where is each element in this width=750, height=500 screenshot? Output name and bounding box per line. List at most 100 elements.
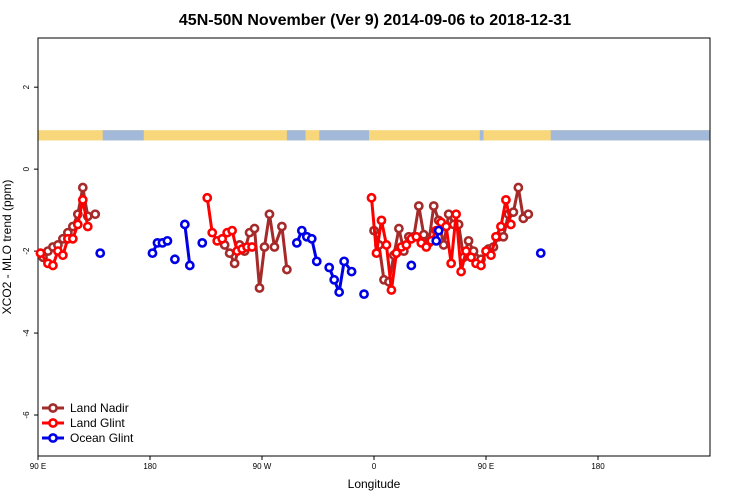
data-point <box>269 242 280 252</box>
data-point <box>491 231 501 242</box>
y-tick-label: 0 <box>22 166 31 171</box>
data-point <box>505 219 516 230</box>
y-axis-label: XCO2 - MLO trend (ppm) <box>0 180 14 315</box>
data-point <box>254 283 265 293</box>
data-point <box>433 225 444 236</box>
data-point <box>376 215 387 226</box>
ocean-strip <box>286 130 306 141</box>
data-point <box>451 209 462 220</box>
y-tick-label: 2 <box>22 84 31 89</box>
data-point <box>496 221 506 232</box>
data-point <box>359 289 369 300</box>
x-axis: 90 E 180 90 W 0 90 E 180 <box>30 456 605 471</box>
data-point <box>443 209 454 220</box>
data-point <box>329 274 340 285</box>
chart-title: 45N-50N November (Ver 9) 2014-09-06 to 2… <box>179 12 571 29</box>
data-point <box>366 192 377 203</box>
data-point <box>227 225 238 236</box>
data-point <box>281 264 292 275</box>
data-point <box>411 231 422 242</box>
legend-swatch-marker <box>48 433 58 443</box>
data-point <box>334 287 345 297</box>
data-point <box>48 260 58 271</box>
data-point <box>441 221 452 232</box>
data-point <box>57 250 68 261</box>
data-point <box>247 242 257 252</box>
data-point <box>486 250 496 261</box>
data-point <box>77 194 88 205</box>
data-point <box>259 242 270 252</box>
data-point <box>67 233 78 244</box>
data-point <box>476 260 486 271</box>
x-tick-label: 180 <box>591 462 605 471</box>
series-line <box>183 224 192 266</box>
data-point <box>386 285 397 295</box>
legend-label: Ocean Glint <box>70 431 134 445</box>
legend-item: Land Nadir <box>42 401 129 415</box>
data-point <box>461 246 471 256</box>
data-point <box>346 266 357 277</box>
data-point <box>324 262 335 273</box>
data-point <box>217 233 228 244</box>
legend-item: Ocean Glint <box>42 431 134 445</box>
data-point <box>277 221 287 232</box>
data-point <box>418 229 429 240</box>
data-point <box>391 248 402 259</box>
x-tick-label: 180 <box>143 462 157 471</box>
data-point <box>162 235 173 246</box>
y-tick-label: -6 <box>22 411 31 419</box>
land-mask <box>38 130 710 141</box>
series-layer <box>35 182 546 300</box>
legend-label: Land Nadir <box>70 401 129 415</box>
y-axis: 2 0 -2 -4 -6 <box>22 84 38 419</box>
data-point <box>428 201 439 211</box>
legend-swatch-marker <box>48 403 58 413</box>
data-point <box>264 209 275 220</box>
data-point <box>77 182 88 193</box>
data-point <box>501 194 511 205</box>
data-point <box>393 223 404 234</box>
data-point <box>311 256 322 267</box>
data-point <box>381 240 392 250</box>
data-point <box>82 221 93 232</box>
x-tick-label: 90 E <box>30 462 46 471</box>
data-point <box>249 223 260 234</box>
data-point <box>95 248 106 259</box>
data-point <box>508 207 519 218</box>
legend-item: Land Glint <box>42 416 125 430</box>
ocean-strip <box>479 130 484 141</box>
data-point <box>202 192 213 203</box>
data-point <box>413 201 424 211</box>
series-ocean-glint <box>95 219 546 300</box>
ocean-strip <box>102 130 144 141</box>
data-point <box>406 260 417 271</box>
data-point <box>224 248 235 259</box>
data-point <box>90 209 101 220</box>
legend-label: Land Glint <box>70 416 125 430</box>
data-point <box>421 242 432 252</box>
data-point <box>179 219 190 230</box>
data-point <box>197 238 208 248</box>
data-point <box>431 235 442 246</box>
data-point <box>339 256 350 267</box>
ocean-strip <box>550 130 710 141</box>
data-point <box>296 225 307 236</box>
x-tick-label: 90 E <box>478 462 494 471</box>
data-point <box>147 248 158 259</box>
legend-swatch-marker <box>48 418 58 428</box>
data-point <box>169 254 180 265</box>
ocean-strip <box>319 130 370 141</box>
data-point <box>72 219 83 230</box>
data-point <box>498 231 509 242</box>
data-point <box>513 182 524 193</box>
plot-frame <box>37 37 711 457</box>
data-point <box>523 209 534 220</box>
data-point <box>371 248 382 259</box>
data-point <box>184 260 195 271</box>
data-point <box>207 227 218 238</box>
data-point <box>456 266 467 277</box>
land-strip <box>38 130 710 141</box>
y-tick-label: -2 <box>22 247 31 255</box>
